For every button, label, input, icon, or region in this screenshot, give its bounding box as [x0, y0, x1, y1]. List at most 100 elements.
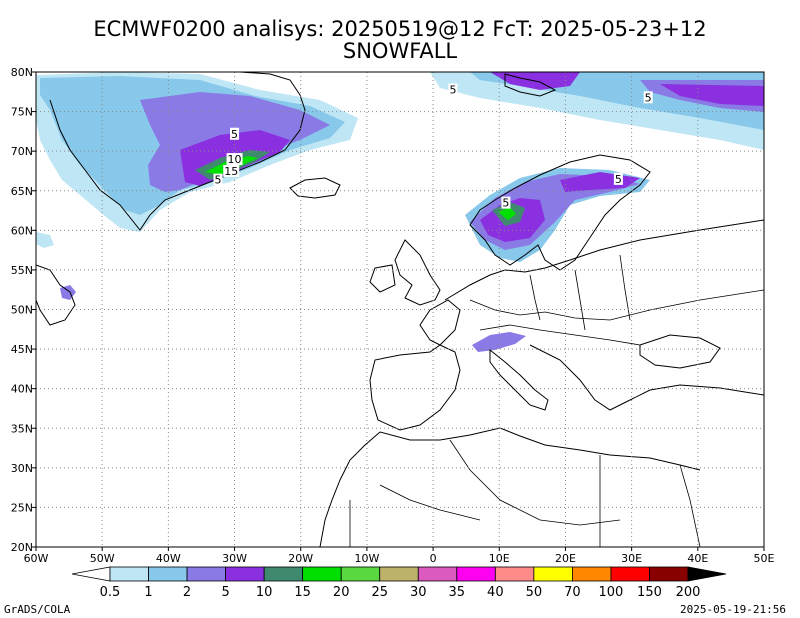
y-tick-label: 35N [11, 422, 33, 435]
colorbar-label: 15 [294, 585, 311, 600]
x-tick-label: 20E [555, 552, 576, 565]
contour-label-bg [230, 127, 240, 140]
contour-label: 5 [231, 128, 238, 141]
snow-area-alps [472, 332, 526, 352]
colorbar-box [572, 566, 612, 582]
coastline-labrador [36, 264, 76, 326]
colorbar-label: 25 [371, 585, 388, 600]
colorbar-label: 40 [487, 585, 504, 600]
contour-label-bg [213, 173, 223, 186]
colorbar-box [302, 566, 342, 582]
colorbar-max-arrow [687, 566, 727, 582]
y-tick-label: 25N [11, 501, 33, 514]
coastline-europe [444, 219, 764, 301]
y-tick-label: 50N [11, 304, 33, 317]
colorbar-box [186, 566, 226, 582]
country-borders [349, 254, 764, 547]
coastline-italy [489, 348, 549, 411]
colorbar-min-arrow [71, 566, 111, 582]
y-tick-label: 65N [11, 185, 33, 198]
colorbar-label: 100 [599, 585, 624, 600]
x-tick-label: 30W [222, 552, 247, 565]
y-tick-label: 20N [11, 541, 33, 554]
x-axis: 60W 50W 40W 30W 20W 10W 0 10E 20E 30E 40E 50E [24, 547, 775, 565]
x-tick-label: 10W [354, 552, 379, 565]
colorbar-box [148, 566, 188, 582]
colorbar-box [109, 566, 149, 582]
colorbar-label: 35 [449, 585, 466, 600]
colorbar-label: 2 [183, 585, 191, 600]
contour-label: 10 [228, 153, 242, 166]
x-tick-label: 20W [288, 552, 313, 565]
colorbar-box [533, 566, 573, 582]
colorbar-label: 30 [410, 585, 427, 600]
contour-label-bg [448, 83, 458, 96]
colorbar-box [225, 566, 265, 582]
coastline-ireland [369, 264, 396, 293]
colorbar-box [379, 566, 419, 582]
snow-area-barents-5mm [660, 84, 764, 106]
contour-label-bg [226, 153, 243, 166]
y-tick-label: 60N [11, 224, 33, 237]
y-tick-label: 30N [11, 462, 33, 475]
y-tick-label: 70N [11, 145, 33, 158]
coastline-france [419, 299, 461, 346]
contour-label-bg [643, 91, 653, 104]
coastlines [36, 72, 764, 547]
colorbar-box [263, 566, 304, 582]
contour-label: 5 [449, 83, 456, 96]
y-axis: 20N 25N 30N 35N 40N 45N 50N 55N 60N 65N 70N 75N 80N [11, 66, 36, 554]
colorbar-label: 200 [676, 585, 701, 600]
colorbar-box [340, 566, 381, 582]
y-tick-label: 55N [11, 264, 33, 277]
colorbar-box [456, 566, 496, 582]
footer-timestamp: 2025-05-19-21:56 [680, 603, 786, 616]
coastline-north-africa [379, 427, 701, 471]
contour-label: 5 [615, 173, 622, 186]
coastline-greenland [49, 72, 306, 231]
snowfall-fields [36, 72, 764, 352]
coastline-iberia [369, 344, 461, 431]
contour-label-bg [501, 196, 511, 209]
x-tick-label: 0 [430, 552, 437, 565]
colorbar-box [649, 566, 689, 582]
coastline-balkans [529, 344, 764, 411]
y-tick-label: 80N [11, 66, 33, 79]
colorbar-label: 5 [221, 585, 229, 600]
coastline-svalbard [504, 73, 557, 97]
y-tick-label: 45N [11, 343, 33, 356]
map-subtitle: SNOWFALL [342, 39, 458, 63]
x-tick-label: 60W [24, 552, 49, 565]
x-tick-label: 40E [687, 552, 708, 565]
colorbar-label: 0.5 [100, 585, 121, 600]
coastline-africa-west [319, 431, 381, 547]
x-tick-label: 50W [90, 552, 115, 565]
colorbar: 0.5 1 2 5 10 15 20 25 30 35 40 50 70 100 150 200 [71, 566, 727, 600]
x-tick-label: 30E [621, 552, 642, 565]
y-tick-label: 75N [11, 106, 33, 119]
colorbar-label: 10 [256, 585, 273, 600]
coastline-britain [394, 239, 441, 306]
colorbar-box [494, 566, 535, 582]
snow-area-labrador-light [36, 232, 54, 248]
colorbar-box [610, 566, 650, 582]
colorbar-label: 50 [526, 585, 543, 600]
contour-label: 5 [215, 174, 222, 187]
coastline-norway [469, 154, 651, 271]
contour-label: 15 [224, 165, 238, 178]
snow-area-scandinavia-20mm [498, 207, 516, 220]
x-tick-label: 40W [156, 552, 181, 565]
contour-label-bg [223, 164, 240, 177]
colorbar-label: 20 [333, 585, 350, 600]
colorbar-label: 1 [144, 585, 152, 600]
contour-label-bg [613, 172, 623, 185]
coastline-black-sea [639, 334, 721, 369]
colorbar-label: 70 [564, 585, 581, 600]
contour-label: 5 [502, 197, 509, 210]
x-tick-label: 10E [489, 552, 510, 565]
y-tick-label: 40N [11, 383, 33, 396]
contour-label: 5 [645, 91, 652, 104]
footer-credit: GrADS/COLA [4, 603, 71, 616]
